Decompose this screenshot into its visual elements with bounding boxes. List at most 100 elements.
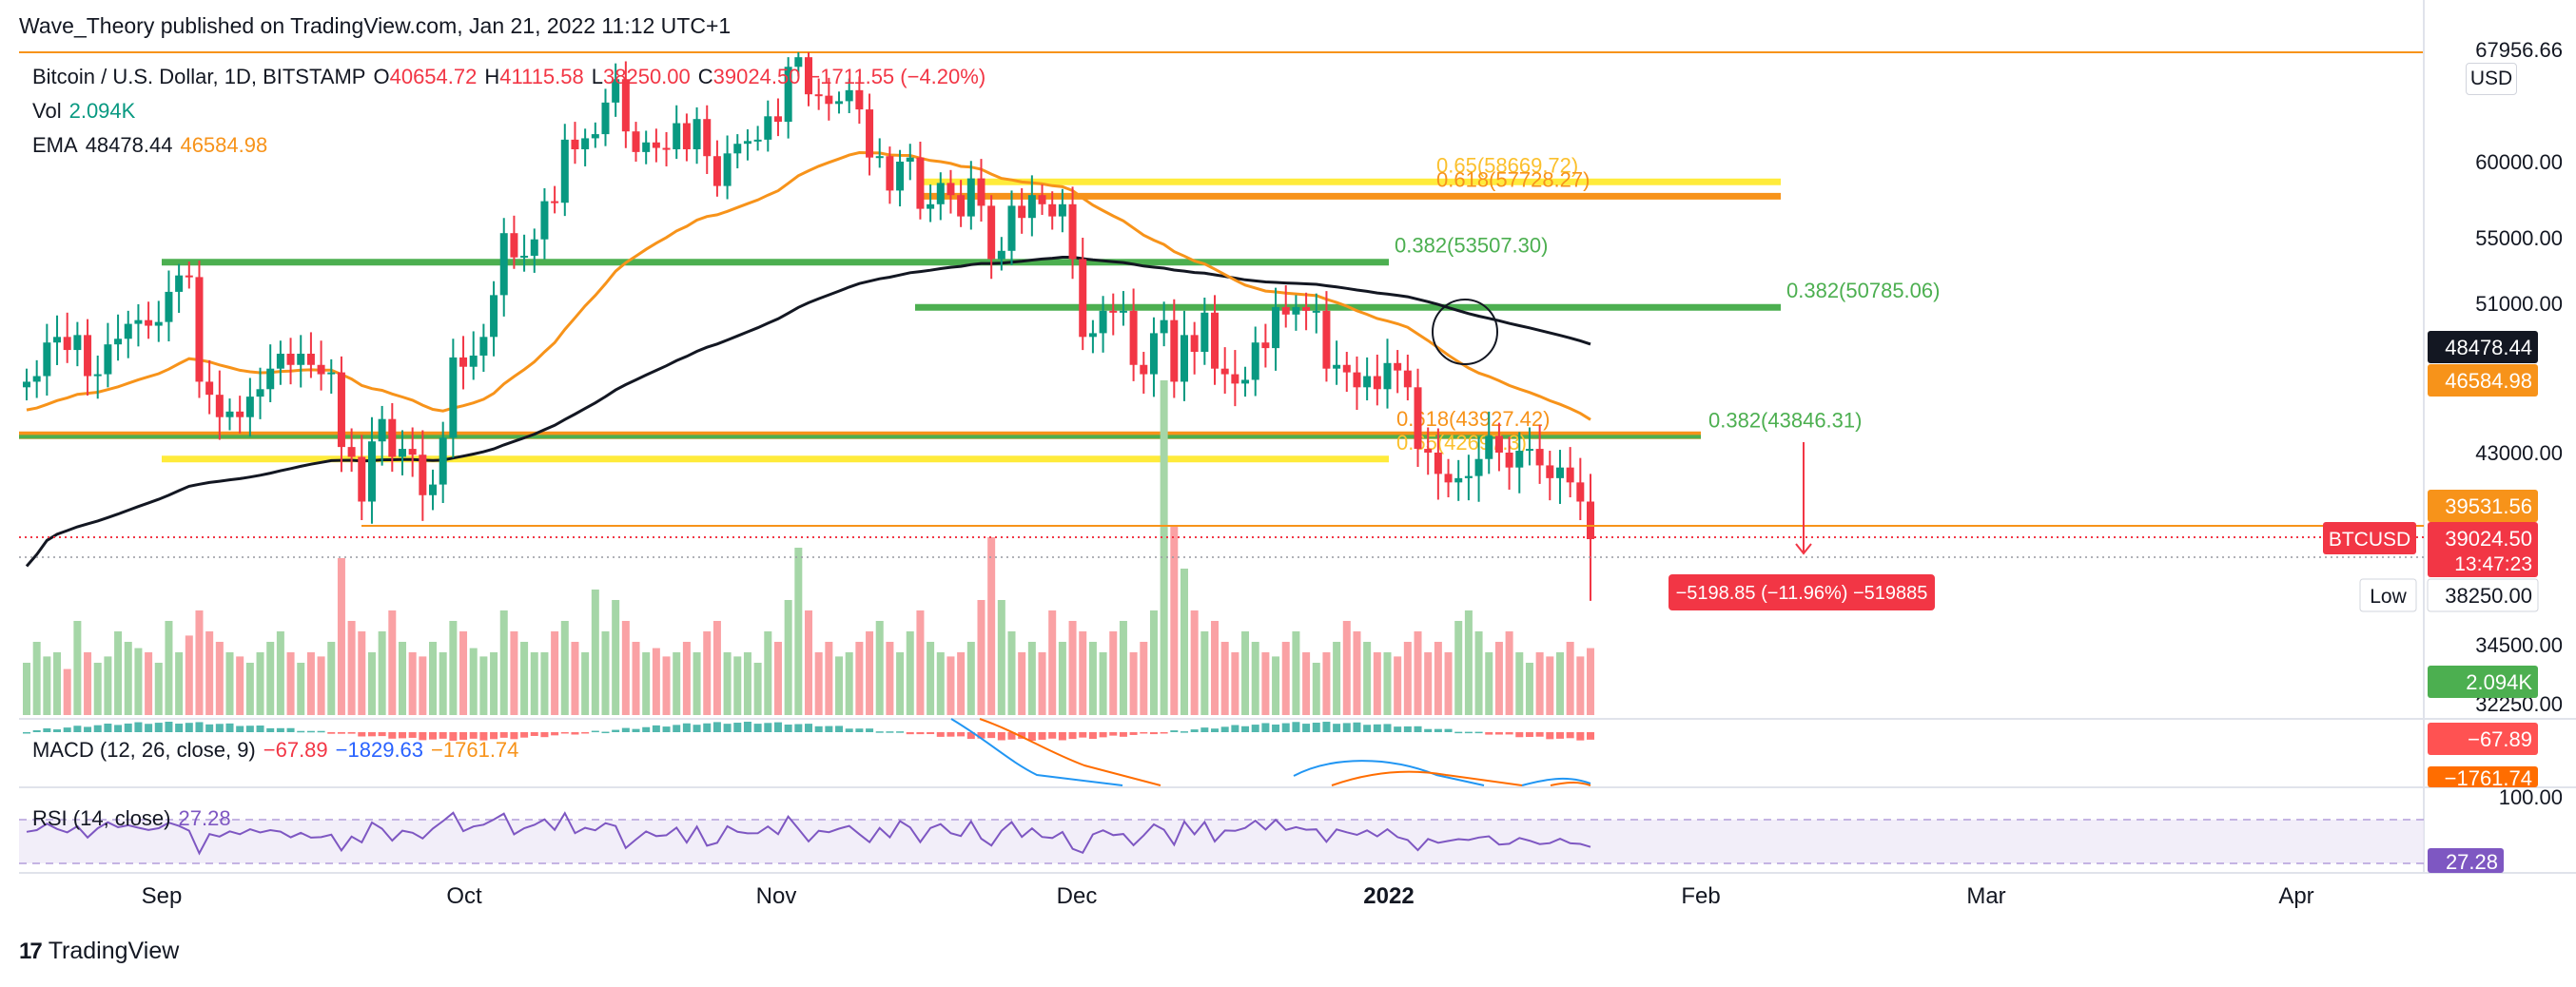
candle-body <box>469 355 478 367</box>
macd-hist-bar <box>753 724 762 732</box>
macd-legend[interactable]: MACD (12, 26, close, 9) −67.89 −1829.63 … <box>32 738 519 762</box>
symbol-legend[interactable]: Bitcoin / U.S. Dollar, 1D, BITSTAMP O406… <box>32 65 986 88</box>
volume-bar <box>1434 642 1442 715</box>
volume-bar <box>1272 656 1280 715</box>
macd-hist-value: −67.89 <box>263 738 328 762</box>
candle-body <box>530 239 538 256</box>
candle-body <box>652 142 660 148</box>
macd-line-value: −1829.63 <box>335 738 424 762</box>
candle-body <box>408 449 417 455</box>
macd-hist-bar <box>1088 732 1097 740</box>
macd-signal-value: −1761.74 <box>431 738 519 762</box>
macd-hist-bar <box>886 731 894 733</box>
candle-body <box>1546 465 1554 478</box>
macd-hist-bar <box>510 732 518 740</box>
rsi-pane <box>19 811 2424 864</box>
volume-bar <box>145 652 153 715</box>
volume-bar <box>977 600 986 715</box>
candle-body <box>612 79 620 103</box>
volume-bar <box>236 656 244 715</box>
macd-hist-bar <box>1220 726 1229 732</box>
macd-hist-bar <box>114 725 123 732</box>
volume-bar <box>1200 631 1209 715</box>
ema-legend[interactable]: EMA 48478.44 46584.98 <box>32 133 268 157</box>
volume-bar <box>1038 652 1046 715</box>
volume-bar <box>1058 642 1066 715</box>
time-label: Nov <box>756 883 797 909</box>
macd-hist-bar <box>286 727 295 732</box>
volume-bar <box>693 652 701 715</box>
macd-hist-bar <box>347 732 356 734</box>
macd-hist-bar <box>571 732 579 735</box>
time-axis[interactable]: Sep Oct Nov Dec 2022 Feb Mar Apr <box>142 883 2314 909</box>
currency-button[interactable]: USD <box>2466 63 2517 95</box>
candle-body <box>165 291 173 322</box>
candle-body <box>987 205 996 260</box>
candle-body <box>245 397 254 417</box>
rsi-legend[interactable]: RSI (14, close) 27.28 <box>32 806 231 830</box>
candle-body <box>1007 205 1016 251</box>
macd-hist-bar <box>1454 731 1463 734</box>
macd-hist-bar <box>1394 726 1402 732</box>
price-axis[interactable]: 67956.66 60000.00 55000.00 51000.00 43000.00… <box>2323 38 2563 874</box>
candle-body <box>1373 376 1381 390</box>
volume-tag-value: 2.094K <box>2466 670 2532 694</box>
candle-body <box>1555 467 1564 478</box>
volume-bar <box>317 656 325 715</box>
macd-hist-bar <box>743 722 751 732</box>
candle-body <box>520 255 529 258</box>
volume-bar <box>1088 642 1097 715</box>
candle-body <box>673 123 681 149</box>
macd-hist-bar <box>459 732 468 740</box>
price-tag <box>2428 522 2538 577</box>
candle-body <box>53 337 62 343</box>
macd-hist-bar <box>642 726 651 732</box>
candle-body <box>866 109 874 158</box>
macd-hist-bar <box>1383 724 1392 732</box>
macd-hist-bar <box>317 730 325 733</box>
macd-hist-bar <box>1190 729 1199 732</box>
macd-hist-bar <box>703 723 712 732</box>
volume-bar <box>1494 642 1503 715</box>
macd-hist-bar <box>1048 732 1057 739</box>
macd-hist-bar <box>997 732 1005 741</box>
candle-body <box>1424 449 1433 453</box>
macd-hist-bar <box>1353 722 1361 732</box>
macd-hist-bar <box>1251 725 1259 732</box>
macd-hist-bar <box>1099 732 1107 738</box>
macd-hist-bar <box>1333 724 1341 732</box>
volume-bar <box>388 610 397 715</box>
candle-body <box>347 447 356 457</box>
price-tag-value: 48478.44 <box>2445 336 2532 359</box>
macd-hist-bar <box>835 726 844 732</box>
candle-body <box>459 357 468 367</box>
volume-legend[interactable]: Vol 2.094K <box>32 99 136 123</box>
macd-hist-bar <box>560 732 569 734</box>
volume-bar <box>957 652 966 715</box>
volume-bar <box>439 652 447 715</box>
candle-body <box>916 157 925 209</box>
macd-hist-bar <box>551 732 559 736</box>
footer-brand[interactable]: 17 TradingView <box>19 938 179 965</box>
volume-bar <box>784 600 792 715</box>
volume-bar <box>1068 621 1077 715</box>
candle-body <box>1322 310 1331 369</box>
candle-body <box>855 89 864 110</box>
measure-badge <box>1669 574 1935 610</box>
volume-bar <box>1474 631 1483 715</box>
volume-bar <box>297 663 305 715</box>
macd-hist-bar <box>1587 732 1594 740</box>
candle-body <box>1119 310 1127 313</box>
candle-body <box>297 353 305 365</box>
candle-body <box>936 183 945 204</box>
macd-hist-bar <box>1038 732 1046 740</box>
candle-body <box>124 323 132 339</box>
signal-tag-value: −1761.74 <box>2445 766 2532 790</box>
macd-hist-bar <box>612 729 620 732</box>
macd-hist-bar <box>185 723 193 732</box>
macd-hist-bar <box>1170 730 1179 732</box>
macd-hist-bar <box>825 726 833 732</box>
macd-hist-bar <box>93 725 102 732</box>
volume-bar <box>1515 652 1524 715</box>
